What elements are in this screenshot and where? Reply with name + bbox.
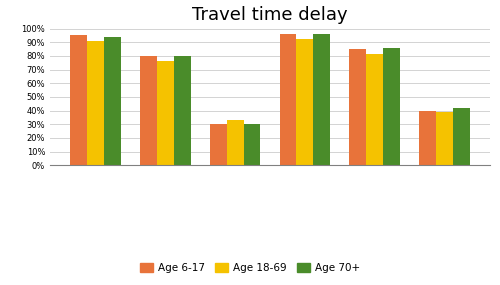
Legend: Age 6-17, Age 18-69, Age 70+: Age 6-17, Age 18-69, Age 70+: [136, 258, 364, 277]
Bar: [244, 124, 260, 165]
Bar: [210, 124, 226, 165]
Bar: [157, 61, 174, 165]
Bar: [436, 112, 453, 165]
Bar: [174, 56, 190, 165]
Bar: [420, 111, 436, 165]
Bar: [104, 37, 120, 165]
Bar: [226, 120, 244, 165]
Bar: [366, 54, 383, 165]
Bar: [383, 48, 400, 165]
Bar: [350, 49, 366, 165]
Bar: [296, 39, 314, 165]
Bar: [280, 34, 296, 165]
Bar: [453, 108, 470, 165]
Bar: [87, 41, 104, 165]
Bar: [314, 34, 330, 165]
Bar: [140, 56, 157, 165]
Bar: [70, 35, 87, 165]
Title: Travel time delay: Travel time delay: [192, 6, 348, 24]
